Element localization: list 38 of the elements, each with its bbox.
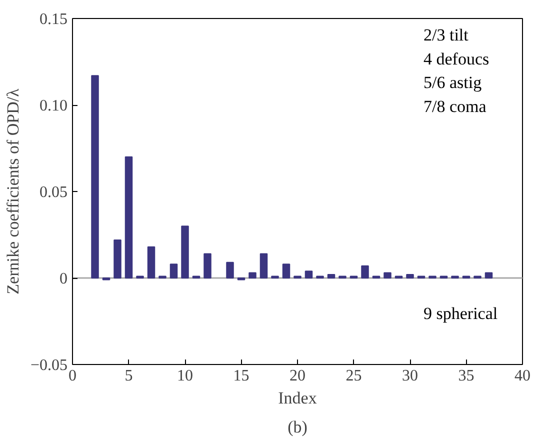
annotation: 9 spherical: [424, 304, 498, 323]
x-tick-label: 15: [233, 368, 250, 384]
bar: [204, 253, 212, 278]
x-tick-label: 5: [124, 368, 133, 384]
bar: [170, 264, 178, 278]
bar: [248, 272, 256, 278]
bar: [361, 265, 369, 278]
annotation: 2/3 tilt: [424, 25, 469, 44]
x-tick-label: 30: [402, 368, 418, 384]
annotation: 5/6 astig: [424, 73, 482, 92]
bar: [124, 156, 133, 278]
bar: [91, 75, 99, 278]
x-tick-label: 35: [458, 368, 474, 384]
x-tick-label: 20: [290, 368, 306, 384]
bar: [147, 246, 156, 278]
annotation: 4 defoucs: [424, 49, 490, 68]
y-tick-label: −0.05: [30, 357, 68, 374]
bar: [226, 262, 234, 278]
y-axis-title: Zernike coefficients of OPD/λ: [3, 88, 22, 294]
bar: [406, 274, 414, 278]
bar: [384, 272, 392, 278]
bar: [181, 226, 189, 278]
x-tick-label: 25: [346, 368, 362, 384]
x-tick-label: 40: [514, 368, 530, 384]
x-tick-label: 10: [177, 368, 193, 384]
annotation: 7/8 coma: [424, 97, 487, 116]
bar: [282, 264, 290, 278]
text: (b): [288, 418, 308, 436]
bar: [484, 272, 493, 278]
bar: [260, 253, 268, 278]
bar: [304, 270, 313, 278]
y-tick-label: 0.05: [40, 184, 68, 201]
x-axis-title: Index: [278, 388, 318, 408]
y-tick-label: 0.15: [40, 11, 68, 28]
y-tick-label: 0: [60, 270, 68, 288]
bar: [114, 239, 122, 278]
bar: [327, 274, 336, 278]
y-tick-label: 0.10: [40, 98, 68, 114]
